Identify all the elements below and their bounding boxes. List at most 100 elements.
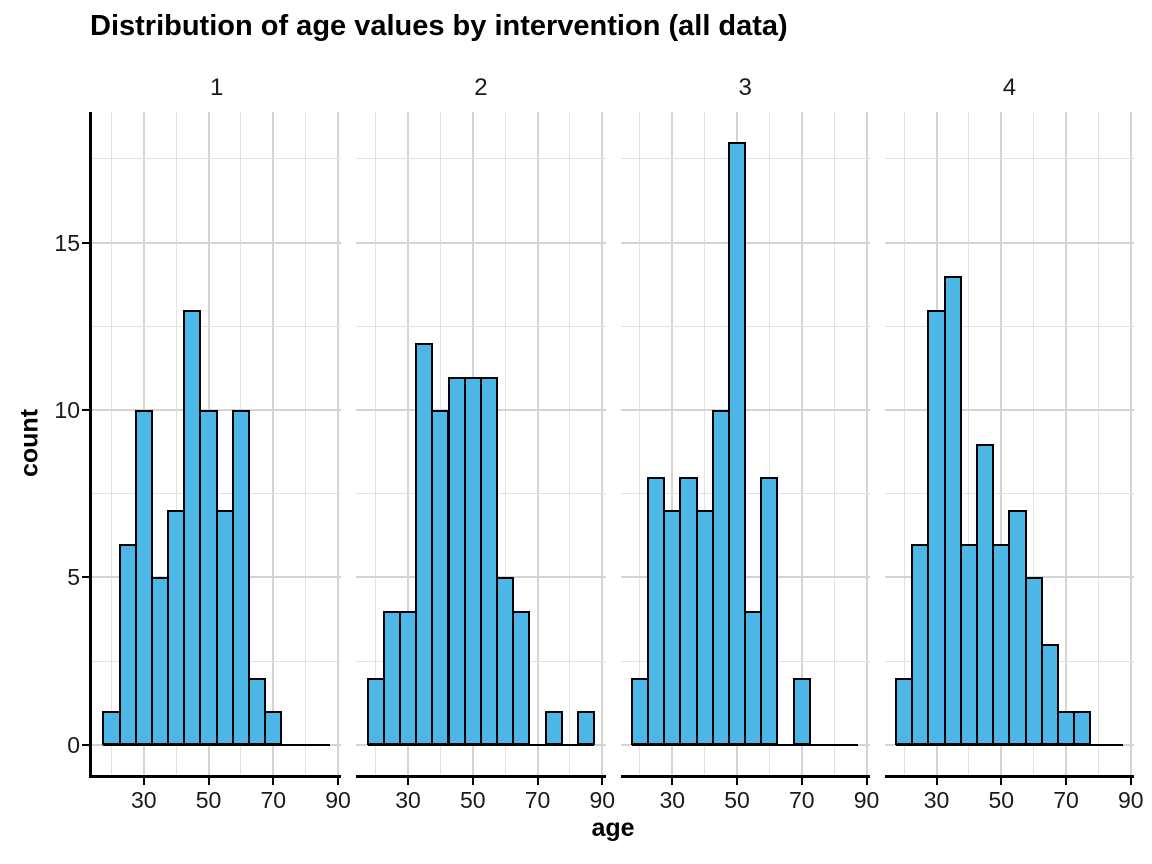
x-axis-tick-label: 90 xyxy=(589,787,616,813)
x-axis-title: age xyxy=(591,814,635,842)
x-axis-tick-mark xyxy=(207,778,210,785)
y-axis-tick-label: 0 xyxy=(67,731,80,758)
x-axis-tick-mark xyxy=(142,778,145,785)
histogram-bar xyxy=(943,276,962,745)
histogram-bar xyxy=(576,711,596,745)
x-axis-tick-row xyxy=(621,778,870,786)
x-axis-tick-label: 50 xyxy=(459,787,486,813)
histogram-zero-baseline xyxy=(631,743,859,747)
histogram-bar xyxy=(1073,711,1092,745)
gridline-minor-horizontal xyxy=(92,325,342,327)
facet-plot-area xyxy=(620,112,870,778)
gridline-major-vertical xyxy=(865,112,868,775)
gridline-minor-vertical xyxy=(375,112,377,775)
gridline-major-vertical xyxy=(407,112,410,775)
x-axis-tick-row xyxy=(885,778,1134,786)
x-axis-tick-label: 90 xyxy=(1117,787,1144,813)
gridline-major-vertical xyxy=(272,112,275,775)
y-axis-tick-mark xyxy=(82,576,89,579)
x-axis-tick-row xyxy=(356,778,605,786)
x-axis-tick-label: 50 xyxy=(195,787,222,813)
gridline-minor-vertical xyxy=(175,112,177,775)
x-axis-tick-mark xyxy=(800,778,803,785)
gridline-minor-horizontal xyxy=(884,158,1134,160)
x-axis-tick-label: 70 xyxy=(1053,787,1079,813)
y-axis-tick-label: 15 xyxy=(54,229,80,256)
gridline-minor-vertical xyxy=(968,112,970,775)
facet-plot-area xyxy=(356,112,606,778)
x-axis-tick-label: 30 xyxy=(923,787,950,813)
x-axis-tick-mark xyxy=(1000,778,1003,785)
gridline-minor-vertical xyxy=(768,112,770,775)
facet-strip-label: 1 xyxy=(209,74,224,101)
gridline-minor-vertical xyxy=(504,112,506,775)
facet-plot-area xyxy=(89,112,342,778)
x-axis-tick-label: 30 xyxy=(130,787,157,813)
panels-row: 1 30 50 70 90 2 30 50 70 90 3 30 50 70 90 4 30 50 70 90 xyxy=(89,64,1144,813)
histogram-bar xyxy=(264,711,283,745)
gridline-minor-vertical xyxy=(1097,112,1099,775)
y-axis-ticks xyxy=(82,112,89,775)
x-axis-tick-label: 50 xyxy=(988,787,1015,813)
facet-panel-3: 3 30 50 70 90 xyxy=(620,64,879,813)
facet-strip-label: 4 xyxy=(1002,74,1017,101)
y-axis-labels: 0 5 10 15 xyxy=(0,112,80,775)
x-axis-tick-label: 90 xyxy=(325,787,351,813)
histogram-bar xyxy=(760,476,779,745)
x-axis-tick-mark xyxy=(471,778,474,785)
gridline-minor-horizontal xyxy=(356,158,606,160)
x-axis-tick-label-row: 30 50 70 90 xyxy=(621,787,879,813)
histogram-bar xyxy=(512,610,531,745)
x-axis-tick-mark xyxy=(736,778,739,785)
x-axis-tick-label-row: 30 50 70 90 xyxy=(885,787,1144,813)
facet-strip-label: 3 xyxy=(738,74,752,101)
gridline-major-vertical xyxy=(1129,112,1132,775)
x-axis-tick-label: 50 xyxy=(724,787,750,813)
facet-panel-2: 2 30 50 70 90 xyxy=(356,64,615,813)
histogram-zero-baseline xyxy=(896,743,1123,747)
x-axis-tick-label: 70 xyxy=(260,787,287,813)
histogram-bar xyxy=(1040,644,1059,745)
x-axis-tick-mark xyxy=(1129,778,1132,785)
gridline-major-vertical xyxy=(1065,112,1068,775)
gridline-minor-horizontal xyxy=(356,325,606,327)
x-axis-tick-label-row: 30 50 70 90 xyxy=(92,787,351,813)
gridline-minor-vertical xyxy=(569,112,571,775)
x-axis-tick-mark xyxy=(601,778,604,785)
gridline-minor-horizontal xyxy=(92,158,342,160)
facet-strip-label: 2 xyxy=(474,74,488,101)
histogram-zero-baseline xyxy=(367,743,595,747)
gridline-major-vertical xyxy=(536,112,539,775)
x-axis-tick-mark xyxy=(865,778,868,785)
facet-plot-area xyxy=(884,112,1134,778)
y-axis-tick-label: 10 xyxy=(54,397,80,423)
gridline-minor-vertical xyxy=(639,112,641,775)
x-axis-tick-mark xyxy=(935,778,938,785)
gridline-major-vertical xyxy=(601,112,604,775)
gridline-major-horizontal xyxy=(92,241,342,244)
gridline-major-horizontal xyxy=(884,409,1134,411)
gridline-minor-vertical xyxy=(903,112,905,775)
histogram-bar xyxy=(727,142,747,745)
gridline-major-vertical xyxy=(337,112,339,775)
facet-panel-4: 4 30 50 70 90 xyxy=(884,64,1144,813)
histogram-bar xyxy=(479,376,499,745)
x-axis-tick-label: 30 xyxy=(659,787,686,813)
y-axis-tick-label: 5 xyxy=(67,564,80,591)
gridline-minor-vertical xyxy=(704,112,706,775)
x-axis-tick-label: 70 xyxy=(524,787,551,813)
histogram-bar xyxy=(134,410,153,745)
gridline-major-vertical xyxy=(800,112,803,775)
x-axis-tick-mark xyxy=(272,778,275,785)
chart-title: Distribution of age values by interventi… xyxy=(90,10,788,42)
x-axis-tick-mark xyxy=(337,778,339,785)
x-axis-tick-label: 30 xyxy=(395,787,421,813)
gridline-minor-vertical xyxy=(833,112,835,775)
x-axis-tick-mark xyxy=(407,778,410,785)
x-axis-tick-mark xyxy=(671,778,674,785)
x-axis-tick-row xyxy=(92,778,341,786)
gridline-minor-horizontal xyxy=(884,493,1134,495)
histogram-bar xyxy=(792,677,811,745)
gridline-minor-vertical xyxy=(1033,112,1035,775)
